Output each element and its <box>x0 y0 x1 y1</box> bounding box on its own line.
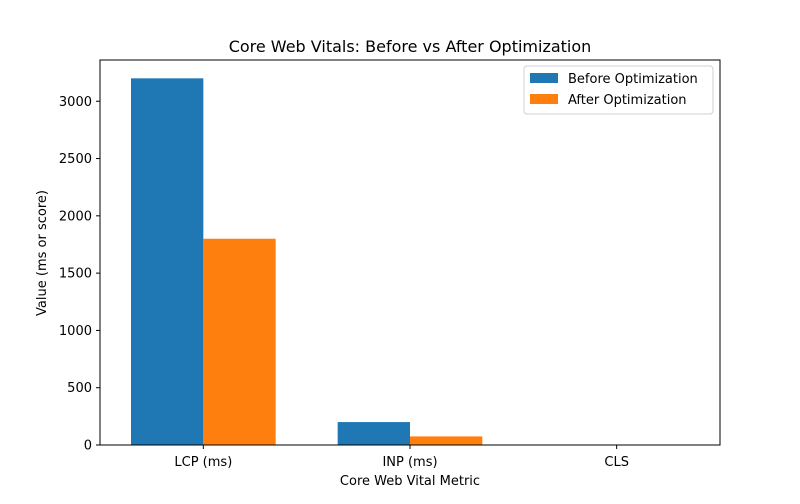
x-tick-label: LCP (ms) <box>174 455 232 470</box>
y-tick-label: 3000 <box>59 95 92 110</box>
y-tick-label: 2000 <box>59 209 92 224</box>
y-tick-label: 2500 <box>59 152 92 167</box>
y-tick-label: 500 <box>67 381 92 396</box>
x-axis-label: Core Web Vital Metric <box>340 474 480 489</box>
bar-before-1 <box>338 422 410 445</box>
legend-label-before: Before Optimization <box>568 72 698 87</box>
x-tick-label: CLS <box>604 455 629 470</box>
y-tick-label: 1000 <box>59 324 92 339</box>
chart-title: Core Web Vitals: Before vs After Optimiz… <box>229 37 592 56</box>
bar-after-0 <box>203 239 275 445</box>
legend: Before Optimization After Optimization <box>524 66 713 114</box>
legend-swatch-before <box>530 73 558 83</box>
y-tick-label: 0 <box>84 439 92 454</box>
y-tick-label: 1500 <box>59 267 92 282</box>
bar-before-0 <box>131 78 203 445</box>
legend-label-after: After Optimization <box>568 93 687 108</box>
y-axis-label: Value (ms or score) <box>35 190 50 316</box>
x-tick-label: INP (ms) <box>382 455 437 470</box>
bar-after-1 <box>410 436 482 445</box>
legend-swatch-after <box>530 94 558 104</box>
